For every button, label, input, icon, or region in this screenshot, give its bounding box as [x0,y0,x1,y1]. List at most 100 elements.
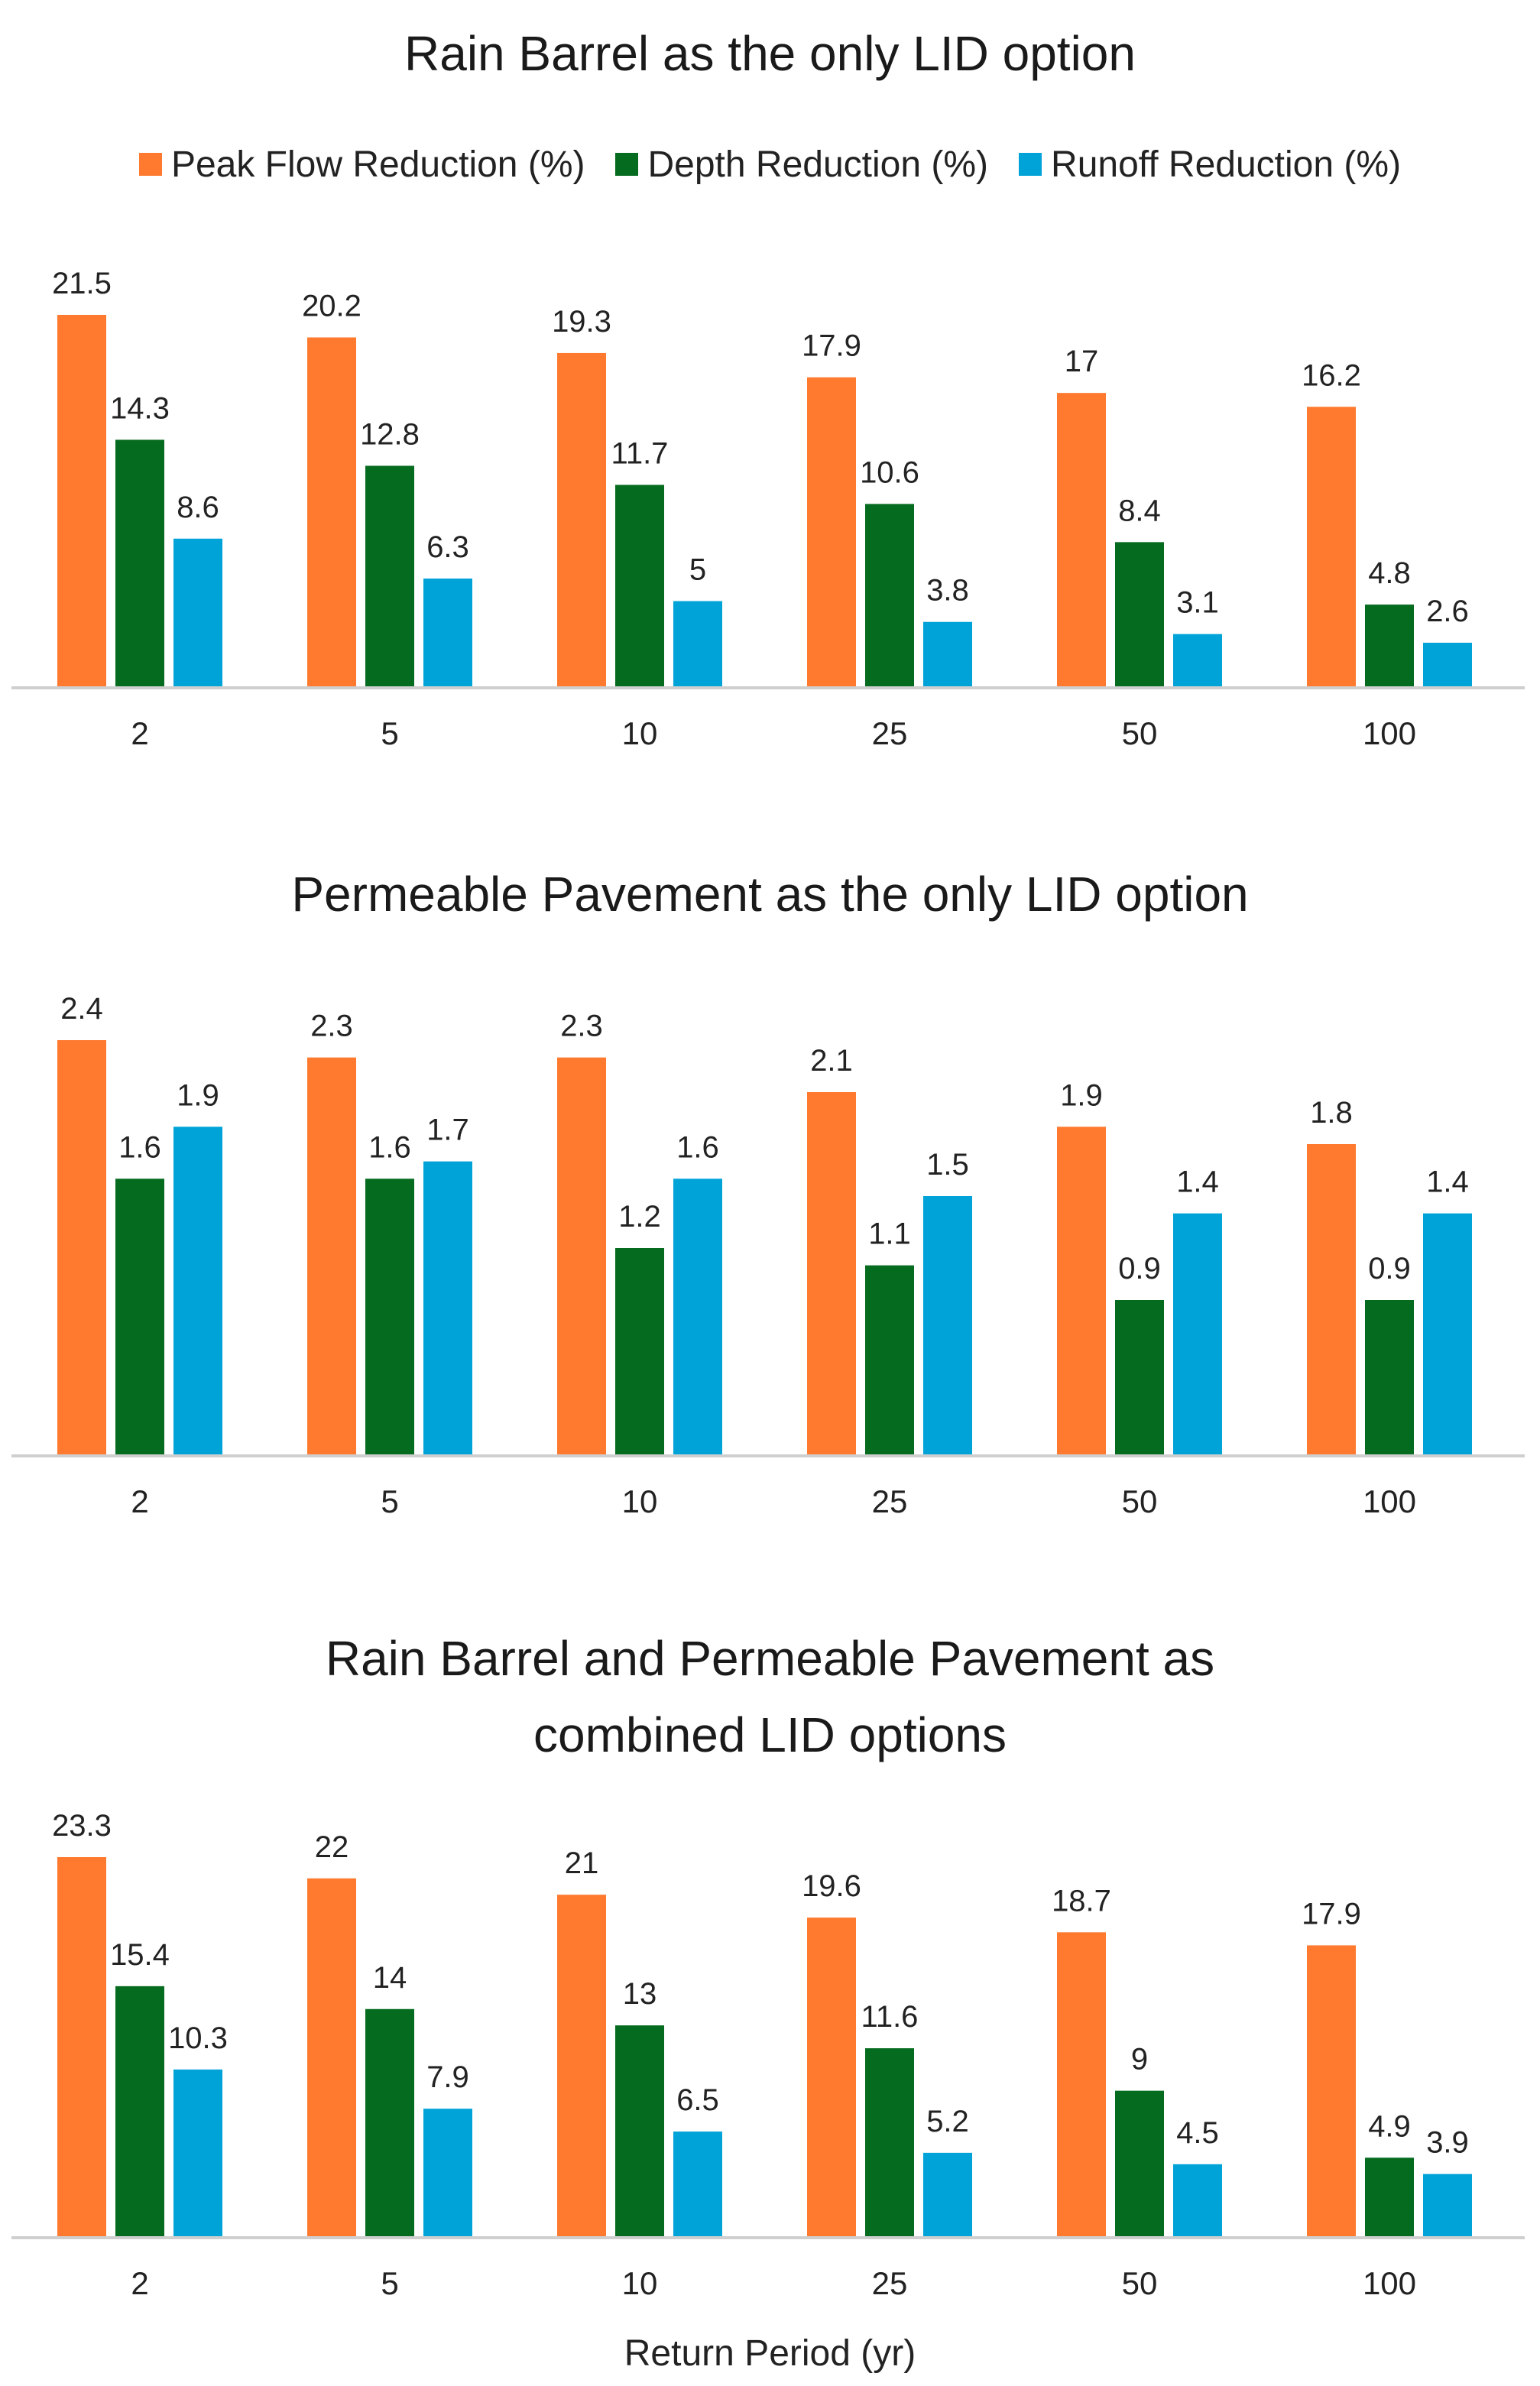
bar-peak-25 [807,1092,856,1456]
bar-runoff-5 [423,2109,472,2238]
x-tick-label: 100 [1363,715,1416,751]
data-label: 1.1 [868,1217,911,1251]
data-label: 15.4 [110,1938,170,1972]
data-label: 22 [315,1830,349,1864]
data-label: 0.9 [1118,1252,1161,1285]
data-label: 1.5 [926,1148,969,1182]
bar-peak-2 [57,1857,106,2238]
x-tick-label: 10 [622,2265,658,2301]
data-label: 20.2 [302,290,361,323]
data-label: 3.1 [1176,586,1219,620]
bar-runoff-10 [673,2132,722,2238]
bar-depth-2 [115,1178,164,1456]
data-label: 2.3 [310,1010,353,1043]
x-tick-label: 50 [1122,2265,1158,2301]
data-label: 11.6 [861,2000,919,2034]
data-label: 3.9 [1426,2126,1469,2160]
data-label: 21.5 [52,267,112,300]
legend-item-peak-flow: Peak Flow Reduction (%) [138,144,585,186]
bar-runoff-5 [423,579,472,688]
bar-depth-2 [115,1986,164,2238]
bar-runoff-50 [1173,634,1222,688]
data-label: 17.9 [1302,1897,1361,1931]
bar-depth-100 [1365,605,1414,688]
bar-depth-2 [115,439,164,688]
data-label: 1.7 [426,1114,469,1147]
chart-3: 23.315.410.3222147.9521136.51019.611.65.… [11,1809,1525,2301]
data-label: 5.2 [926,2105,969,2138]
data-label: 1.4 [1176,1165,1219,1199]
bar-runoff-10 [673,1178,722,1456]
bar-runoff-2 [173,2069,222,2238]
bar-peak-50 [1057,393,1106,688]
bar-depth-25 [865,1265,914,1456]
bar-depth-5 [365,2008,414,2238]
data-label: 1.6 [118,1130,161,1164]
x-tick-label: 50 [1122,715,1158,751]
x-tick-label: 5 [381,715,398,751]
bar-depth-50 [1115,2090,1164,2238]
data-label: 1.9 [1060,1078,1103,1112]
bar-runoff-50 [1173,1213,1222,1456]
bar-depth-50 [1115,542,1164,688]
legend-label-peak-flow: Peak Flow Reduction (%) [170,144,585,185]
bar-depth-50 [1115,1300,1164,1456]
data-label: 10.3 [168,2021,228,2055]
data-label: 12.8 [360,417,420,451]
bar-depth-10 [615,485,664,688]
data-label: 2.1 [810,1044,853,1078]
bar-peak-5 [307,337,356,688]
bar-depth-5 [365,1178,414,1456]
bar-peak-10 [557,352,606,688]
x-tick-label: 2 [131,715,148,751]
data-label: 13 [623,1977,657,2011]
chart-1-title: Rain Barrel as the only LID option [404,26,1136,81]
bar-runoff-50 [1173,2164,1222,2238]
data-label: 23.3 [52,1809,112,1843]
data-label: 9 [1131,2043,1148,2076]
x-tick-label: 25 [872,1483,908,1519]
data-label: 8.4 [1118,494,1161,527]
legend-swatch-peak-flow [138,153,162,176]
data-label: 8.6 [177,491,219,524]
bar-depth-25 [865,2048,914,2238]
chart-2: 2.4 1.6 1.9 2 2.3 1.6 1.7 5 2.3 1.2 1.6 10 2.1 1.1 1.5… [11,992,1525,1519]
bar-depth-10 [615,1248,664,1456]
chart-3-title-line-2: combined LID options [533,1707,1007,1762]
data-label: 0.9 [1368,1252,1411,1285]
x-tick-label: 25 [872,715,908,751]
data-label: 1.2 [618,1200,661,1234]
bar-peak-5 [307,1057,356,1456]
data-label: 11.7 [611,436,669,470]
bar-runoff-25 [923,1196,972,1456]
legend-label-runoff: Runoff Reduction (%) [1051,144,1402,185]
bar-runoff-2 [173,1127,222,1456]
legend-swatch-depth [615,153,639,176]
data-label: 2.3 [560,1010,603,1043]
bar-peak-100 [1307,407,1356,688]
legend-item-depth: Depth Reduction (%) [615,144,988,186]
bar-peak-2 [57,1040,106,1456]
data-label: 1.4 [1426,1165,1469,1199]
chart-1: 21.5 14.3 8.6 2 20.2 12.8 6.3 5 19.3 11.7 5 10 17.9 1… [11,267,1525,751]
data-label: 17 [1065,345,1099,378]
x-tick-label: 5 [381,2265,398,2301]
data-label: 2.6 [1426,595,1469,628]
bar-peak-25 [807,377,856,688]
data-label: 2.4 [60,992,103,1026]
data-label: 7.9 [426,2060,469,2094]
bar-runoff-5 [423,1161,472,1456]
data-label: 21 [565,1846,599,1880]
bar-peak-5 [307,1878,356,2238]
bar-runoff-2 [173,538,222,688]
chart-2-title: Permeable Pavement as the only LID optio… [291,867,1249,922]
data-label: 19.3 [552,305,611,339]
data-label: 14.3 [110,391,170,425]
bar-peak-50 [1057,1127,1106,1456]
x-tick-label: 10 [622,715,658,751]
x-tick-label: 50 [1122,1483,1158,1519]
data-label: 5 [689,553,706,587]
data-label: 1.9 [177,1078,219,1112]
x-tick-label: 2 [131,2265,148,2301]
legend-item-runoff: Runoff Reduction (%) [1019,144,1401,186]
